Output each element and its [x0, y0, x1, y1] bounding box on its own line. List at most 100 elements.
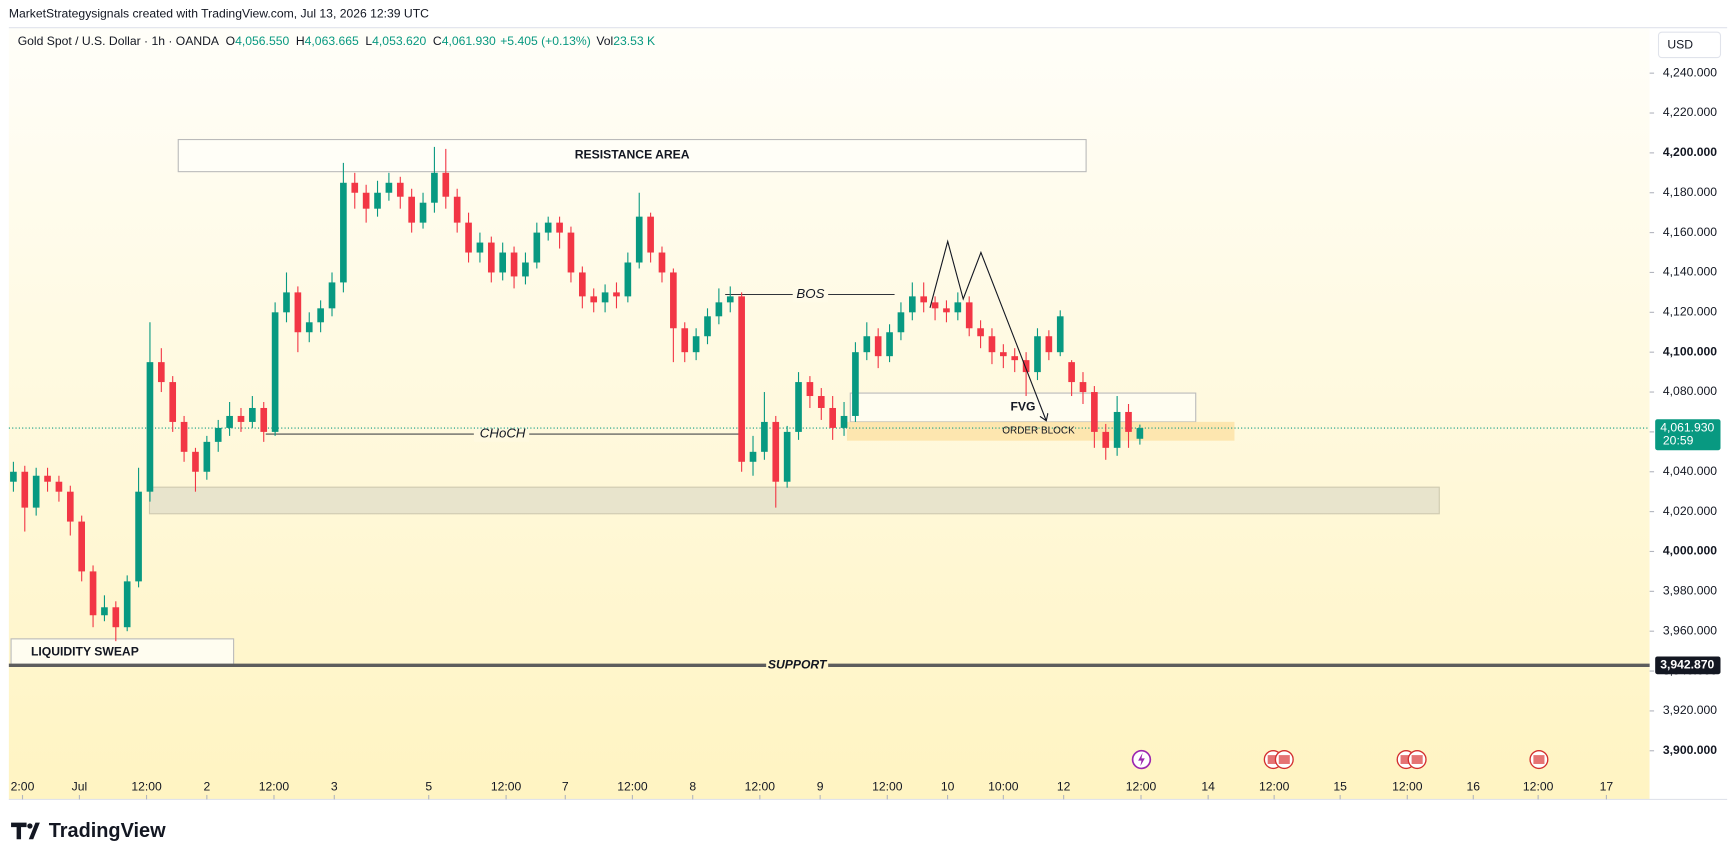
- candle-body: [579, 272, 586, 297]
- candle: [169, 376, 177, 432]
- pattern-line: [929, 239, 1046, 420]
- candle-body: [283, 292, 290, 313]
- x-tick-label: 10:00: [988, 779, 1019, 793]
- y-tick-label: 4,200.000: [1663, 145, 1717, 159]
- event-flag-stripes: [1411, 755, 1423, 764]
- candle-body: [783, 431, 791, 482]
- support-price: 3,942.870: [1660, 658, 1714, 672]
- x-tick-label: 2: [203, 779, 210, 793]
- candle: [146, 322, 154, 502]
- candle: [32, 467, 40, 516]
- demand-zone: [148, 486, 1440, 515]
- legend-value: 4,061.930: [442, 34, 496, 48]
- candle-body: [977, 328, 984, 337]
- candle: [1091, 386, 1098, 448]
- candle-body: [78, 521, 86, 572]
- change: +5.405 (+0.13%): [500, 34, 591, 48]
- candle: [579, 266, 586, 309]
- candle: [112, 601, 120, 642]
- candle: [283, 272, 290, 323]
- candle: [374, 180, 381, 217]
- candle: [249, 396, 256, 428]
- price-axis: [1649, 27, 1728, 800]
- candle: [965, 296, 973, 337]
- candle-body: [510, 252, 518, 277]
- candle: [761, 392, 768, 460]
- candle: [692, 328, 700, 361]
- candle: [886, 324, 893, 363]
- candle: [715, 288, 723, 325]
- candle-body: [203, 441, 211, 472]
- candle: [44, 467, 51, 492]
- candle: [840, 402, 848, 436]
- candle: [214, 419, 222, 452]
- candle-body: [772, 421, 780, 482]
- candle: [180, 415, 188, 462]
- x-tick-label: 7: [562, 779, 569, 793]
- candle: [135, 467, 142, 588]
- candle-body: [522, 262, 529, 277]
- candle: [1113, 396, 1121, 456]
- candle: [408, 188, 415, 233]
- candle: [874, 328, 882, 369]
- candle-body: [431, 172, 438, 203]
- candle: [1045, 330, 1053, 361]
- candle-body: [1068, 362, 1075, 383]
- support-label: SUPPORT: [768, 658, 828, 672]
- candle: [340, 162, 347, 293]
- x-tick-label: 12:00: [491, 779, 522, 793]
- candle: [419, 192, 427, 229]
- candle-body: [863, 336, 871, 353]
- y-tick-label: 3,900.000: [1663, 743, 1717, 757]
- candle-body: [419, 202, 427, 223]
- candle: [704, 308, 711, 345]
- choch-label: CHoCH: [480, 426, 526, 441]
- candle: [487, 236, 495, 283]
- candle: [635, 192, 643, 269]
- y-tick-label: 3,960.000: [1663, 623, 1717, 637]
- candle-body: [32, 475, 40, 508]
- candle-body: [192, 451, 199, 472]
- candle: [897, 302, 905, 341]
- event-flag-stripes: [1533, 755, 1545, 764]
- legend-value: 4,056.550: [235, 34, 289, 48]
- candle-body: [715, 302, 723, 317]
- candle: [544, 216, 552, 241]
- candle-body: [21, 471, 29, 508]
- candle: [55, 475, 63, 502]
- currency: USD: [1667, 38, 1693, 52]
- candle-body: [726, 296, 734, 303]
- y-tick-label: 4,160.000: [1663, 225, 1717, 239]
- x-tick-label: 12:00: [745, 779, 776, 793]
- candle: [123, 575, 131, 632]
- candle: [1068, 360, 1075, 397]
- candle-body: [10, 471, 17, 482]
- legend-key: L: [365, 34, 372, 48]
- liquidity-box: [10, 638, 235, 665]
- candle: [908, 282, 916, 321]
- candle: [305, 312, 313, 343]
- candle: [66, 485, 74, 536]
- fvg-label: FVG: [1010, 400, 1035, 414]
- currency-box[interactable]: [1657, 31, 1722, 59]
- candle-body: [613, 292, 620, 297]
- candle: [294, 286, 302, 353]
- candle: [590, 288, 598, 313]
- candle-body: [920, 296, 928, 303]
- candle-body: [271, 312, 279, 432]
- x-tick-label: 2:00: [11, 779, 35, 793]
- candle: [442, 148, 450, 209]
- x-tick-label: 3: [331, 779, 338, 793]
- candle: [237, 407, 245, 432]
- candle-body: [305, 322, 313, 333]
- candle-body: [635, 216, 643, 263]
- x-tick-label: 9: [817, 779, 824, 793]
- candle-body: [1102, 431, 1110, 448]
- event-flag-stripes: [1267, 755, 1279, 764]
- candle-body: [112, 607, 120, 628]
- candle-body: [1011, 356, 1019, 361]
- candle: [1000, 344, 1007, 369]
- choch-bg: [473, 426, 530, 442]
- x-tick-label: 14: [1201, 779, 1215, 793]
- candle: [385, 172, 393, 201]
